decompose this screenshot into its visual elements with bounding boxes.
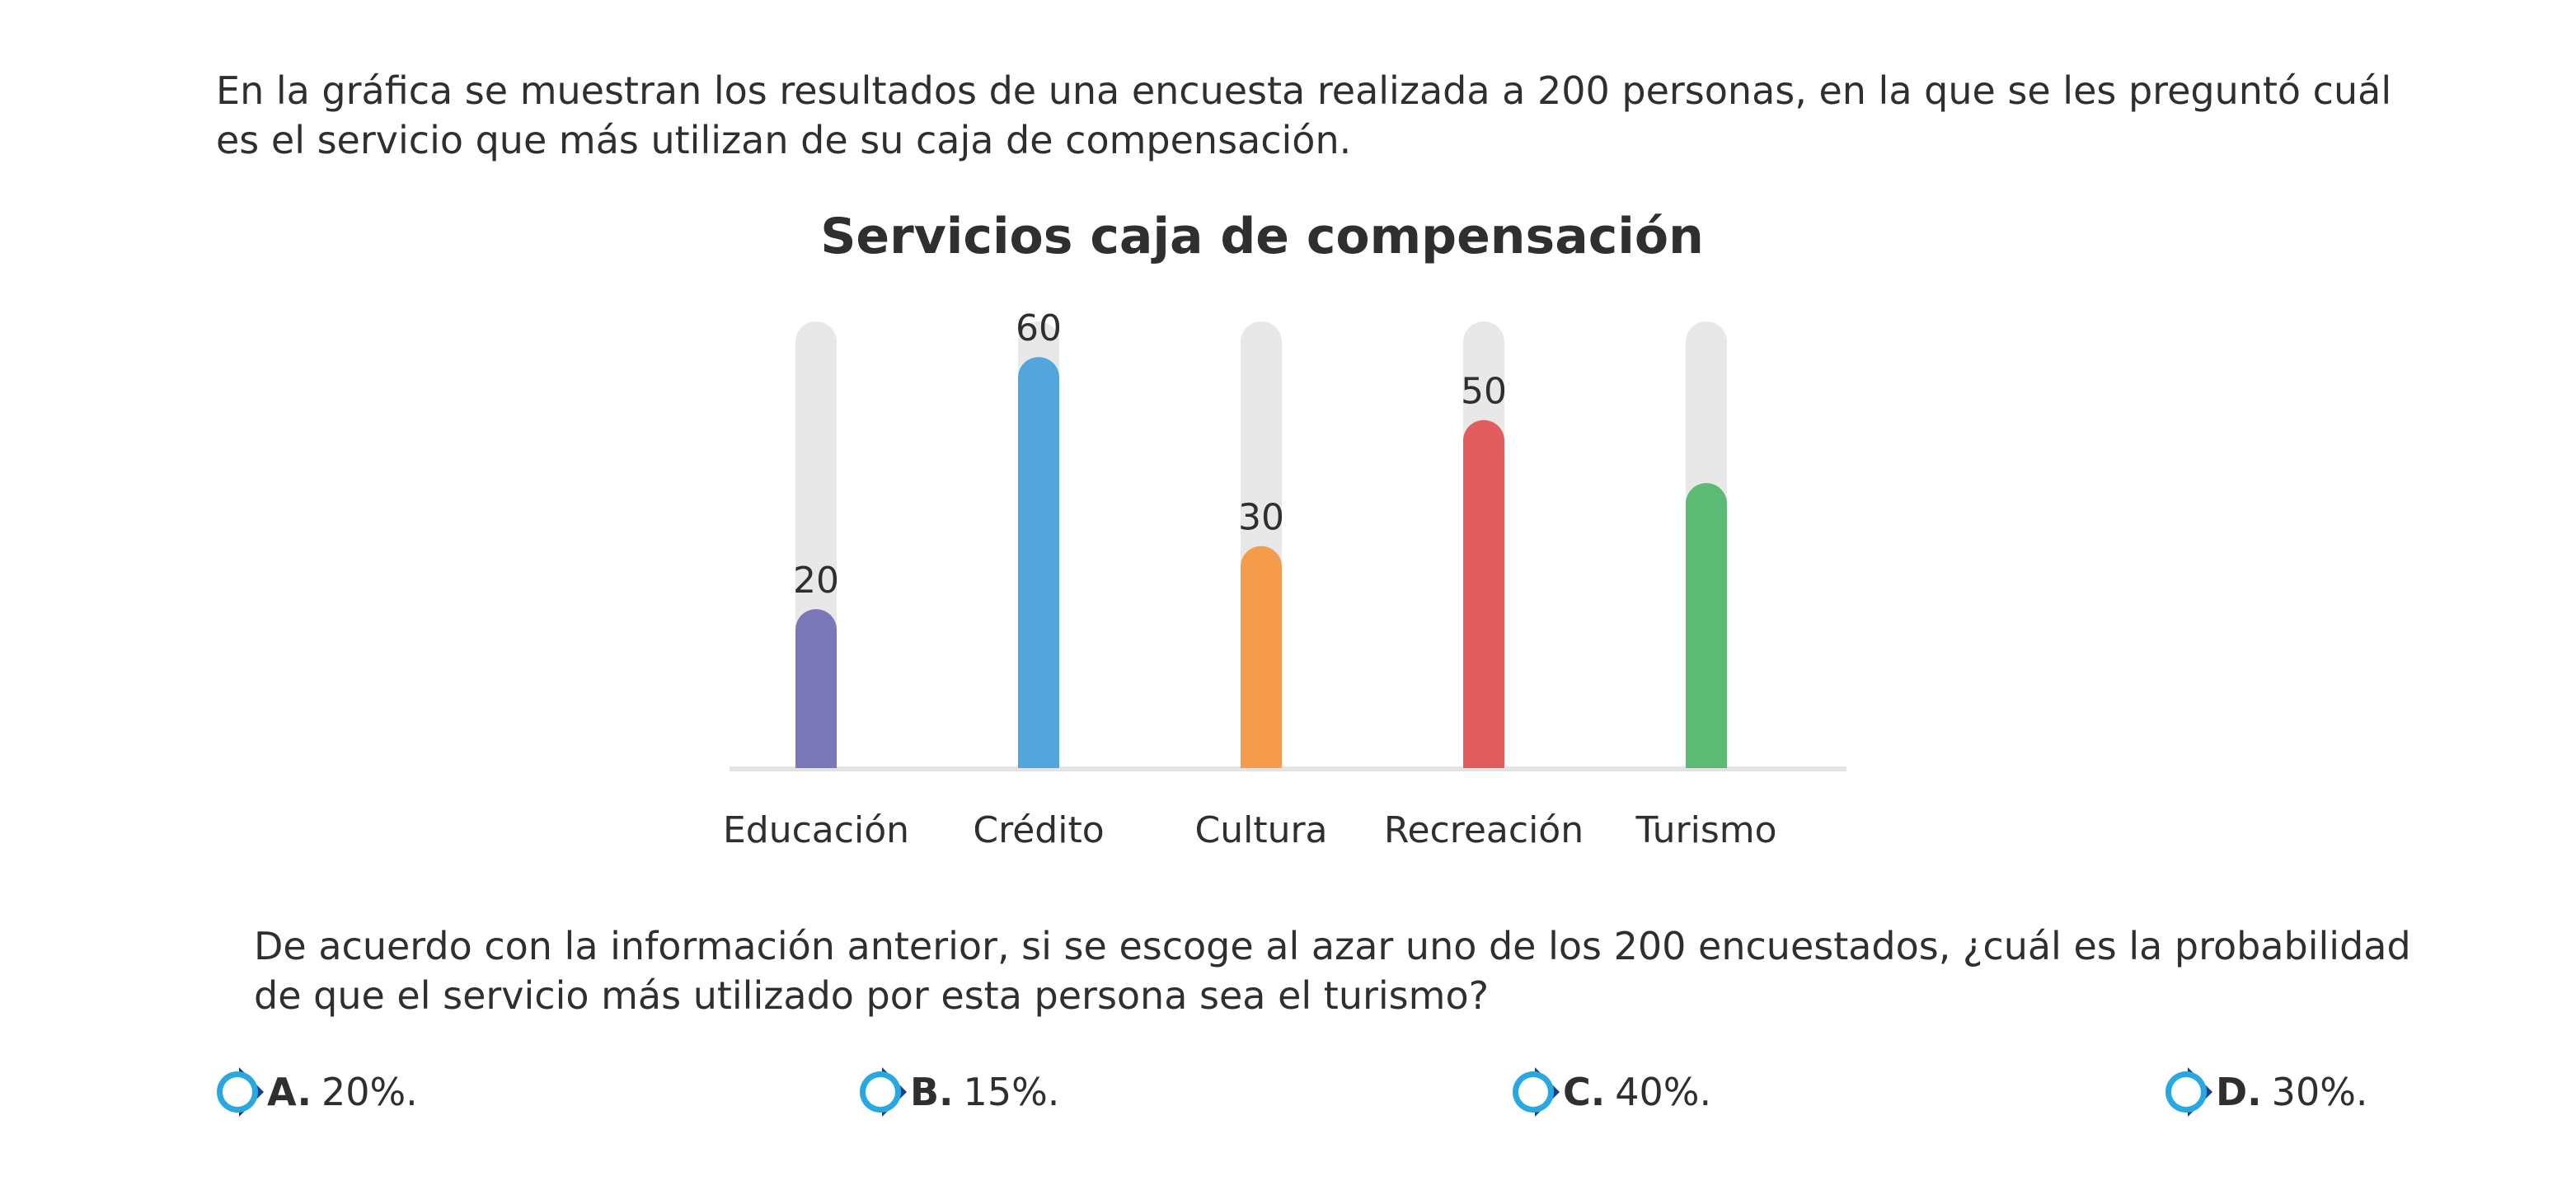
bar-educación [795,609,837,768]
radio-button-icon[interactable] [1509,1066,1561,1118]
x-axis-baseline [730,766,1846,771]
category-label: Educación [723,809,909,851]
option-text: 15%. [964,1070,1060,1114]
bar-chart: 20 Educación 60 Crédito 30 Cultura 50 Recreació… [0,0,2576,907]
bar-cultura [1241,546,1282,768]
category-label: Recreación [1384,809,1584,851]
bar-recreación [1463,420,1504,768]
data-label: 20 [793,560,839,602]
question-text: De acuerdo con la información anterior, … [254,921,2438,1020]
radio-button-icon[interactable] [856,1066,908,1118]
data-label: 30 [1238,497,1284,539]
radio-button-icon[interactable] [2161,1066,2214,1118]
category-label: Cultura [1194,809,1327,851]
option-d[interactable]: D. 30%. [2161,1066,2368,1118]
option-c[interactable]: C. 40%. [1509,1066,1711,1118]
option-letter: B. [910,1070,954,1114]
option-b[interactable]: B. 15%. [856,1066,1059,1118]
data-label: 50 [1461,371,1507,413]
category-label: Crédito [973,809,1104,851]
bar-crédito [1018,357,1059,768]
data-label: 60 [1016,307,1062,349]
option-letter: D. [2216,1070,2262,1114]
option-a[interactable]: A. 20%. [213,1066,418,1118]
option-letter: A. [267,1070,312,1114]
option-text: 20%. [321,1070,418,1114]
option-text: 40%. [1615,1070,1711,1114]
category-label: Turismo [1635,809,1776,851]
option-letter: C. [1563,1070,1605,1114]
option-text: 30%. [2272,1070,2368,1114]
bar-turismo [1686,483,1727,768]
radio-button-icon[interactable] [213,1066,265,1118]
